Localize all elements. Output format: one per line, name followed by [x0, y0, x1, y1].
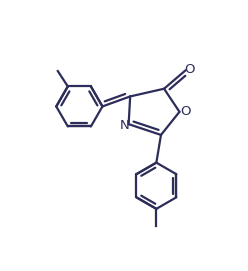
- Text: O: O: [180, 105, 190, 118]
- Text: O: O: [185, 63, 195, 76]
- Text: N: N: [120, 119, 129, 132]
